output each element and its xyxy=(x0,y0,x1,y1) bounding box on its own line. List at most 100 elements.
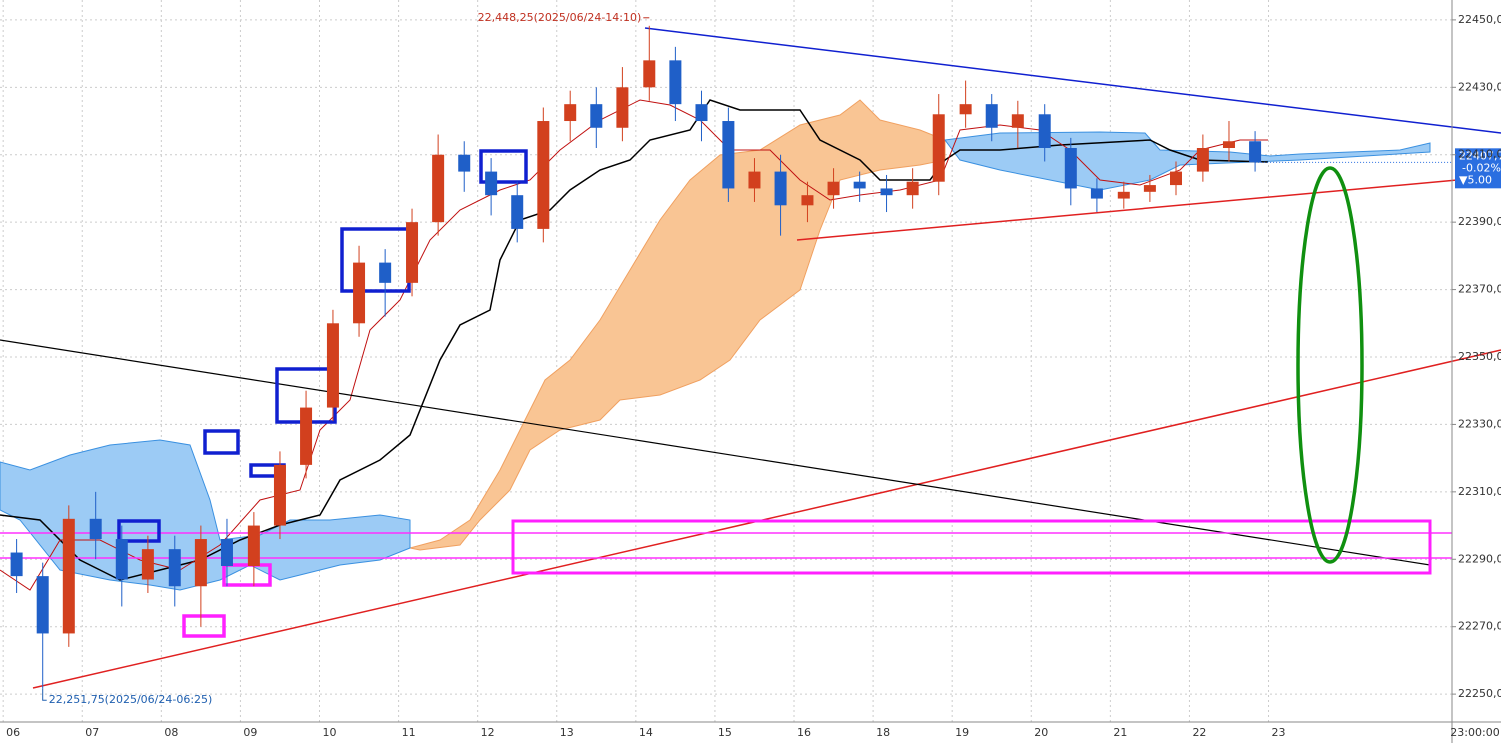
candle-body xyxy=(273,464,286,526)
x-tick-label: 12 xyxy=(481,726,495,739)
candle-body xyxy=(62,518,75,634)
candle-body xyxy=(1249,141,1262,163)
candle-body xyxy=(89,518,102,540)
x-tick-label: 10 xyxy=(323,726,337,739)
candle-body xyxy=(695,104,708,122)
candle-body xyxy=(722,121,735,189)
low-annotation: 22,251,75(2025/06/24-06:25) xyxy=(49,693,213,706)
x-tick-label: 22 xyxy=(1192,726,1206,739)
x-tick-label: 23 xyxy=(1272,726,1286,739)
x-tick-label: 11 xyxy=(402,726,416,739)
y-tick-label: 22310,00 xyxy=(1458,485,1501,498)
cloud-bullish xyxy=(0,439,411,591)
low-pointer xyxy=(42,688,47,701)
candle-body xyxy=(168,549,181,587)
candle-body xyxy=(1117,191,1130,199)
y-tick-label: 22390,00 xyxy=(1458,215,1501,228)
candle-body xyxy=(748,171,761,189)
y-tick-label: 22370,00 xyxy=(1458,283,1501,296)
candle-body xyxy=(485,171,498,196)
last-price-label: 22407,75 xyxy=(1459,149,1501,162)
candles xyxy=(10,25,1262,689)
candle-body xyxy=(616,87,629,128)
candle-body xyxy=(801,195,814,206)
candle-body xyxy=(1064,147,1077,189)
candle-body xyxy=(1038,114,1051,148)
candle-body xyxy=(353,262,366,324)
box xyxy=(182,614,226,638)
zone-box xyxy=(511,519,1432,575)
candle-body xyxy=(326,323,339,408)
x-tick-label: 06 xyxy=(6,726,20,739)
candle-body xyxy=(853,181,866,189)
candle-body xyxy=(1143,185,1156,192)
x-tick-label: 09 xyxy=(243,726,257,739)
candle-body xyxy=(880,188,893,196)
candle-body xyxy=(194,539,207,587)
y-tick-label: 22350,00 xyxy=(1458,350,1501,363)
candle-body xyxy=(932,114,945,182)
candle-body xyxy=(458,154,471,172)
x-tick-label: 21 xyxy=(1113,726,1127,739)
box xyxy=(117,519,161,543)
y-tick-label: 22330,00 xyxy=(1458,417,1501,430)
candle-body xyxy=(36,576,49,634)
candle-body xyxy=(985,104,998,128)
trendline-red-upper xyxy=(796,175,1501,241)
trendline-blue xyxy=(644,27,1501,134)
x-tick-label: 16 xyxy=(797,726,811,739)
candle-body xyxy=(1196,147,1209,172)
candle-body xyxy=(1011,114,1024,128)
tenkan-line xyxy=(0,99,1268,591)
candle-body xyxy=(827,181,840,196)
candle-body xyxy=(669,60,682,105)
box xyxy=(222,563,272,587)
last-price-box xyxy=(1455,148,1501,189)
candle-body xyxy=(1090,188,1103,199)
candle-body xyxy=(220,539,233,567)
x-tick-label: 14 xyxy=(639,726,653,739)
high-annotation: 22,448,25(2025/06/24-14:10) xyxy=(478,11,642,24)
y-tick-label: 22270,00 xyxy=(1458,620,1501,633)
candle-body xyxy=(906,181,919,196)
candle-body xyxy=(511,195,524,229)
time-label: 23:00:00 xyxy=(1450,726,1499,739)
box xyxy=(203,429,240,455)
candle-body xyxy=(141,549,154,580)
x-tick-label: 13 xyxy=(560,726,574,739)
change-label: -0.02% xyxy=(1462,161,1501,174)
candle-body xyxy=(1169,171,1182,186)
y-tick-label: 22450,00 xyxy=(1458,13,1501,26)
x-tick-label: 19 xyxy=(955,726,969,739)
x-tick-label: 07 xyxy=(85,726,99,739)
x-tick-label: 08 xyxy=(164,726,178,739)
candle-body xyxy=(300,407,313,465)
y-tick-label: 22290,00 xyxy=(1458,552,1501,565)
x-tick-label: 15 xyxy=(718,726,732,739)
box xyxy=(479,149,528,184)
candle-body xyxy=(379,262,392,283)
candle-body xyxy=(774,171,787,206)
kijun-line xyxy=(0,99,1269,581)
candle-body xyxy=(115,539,128,580)
trendline-red-lower xyxy=(32,349,1501,689)
candle-body xyxy=(10,552,23,577)
candle-body xyxy=(590,104,603,128)
candle-body xyxy=(1222,141,1235,148)
x-tick-label: 20 xyxy=(1034,726,1048,739)
spread-label: ▼5.00 xyxy=(1459,173,1492,186)
trendline-black xyxy=(0,339,1431,566)
candle-body xyxy=(537,121,550,229)
y-tick-label: 22430,00 xyxy=(1458,80,1501,93)
candle-body xyxy=(643,60,656,88)
candle-body xyxy=(959,104,972,115)
candle-body xyxy=(247,525,260,567)
candle-body xyxy=(406,222,419,283)
x-tick-label: 18 xyxy=(876,726,890,739)
candle-body xyxy=(564,104,577,122)
y-tick-label: 22250,00 xyxy=(1458,687,1501,700)
y-tick-label: 22410,00 xyxy=(1458,148,1501,161)
candle-body xyxy=(432,154,445,223)
ellipse xyxy=(1296,166,1364,564)
